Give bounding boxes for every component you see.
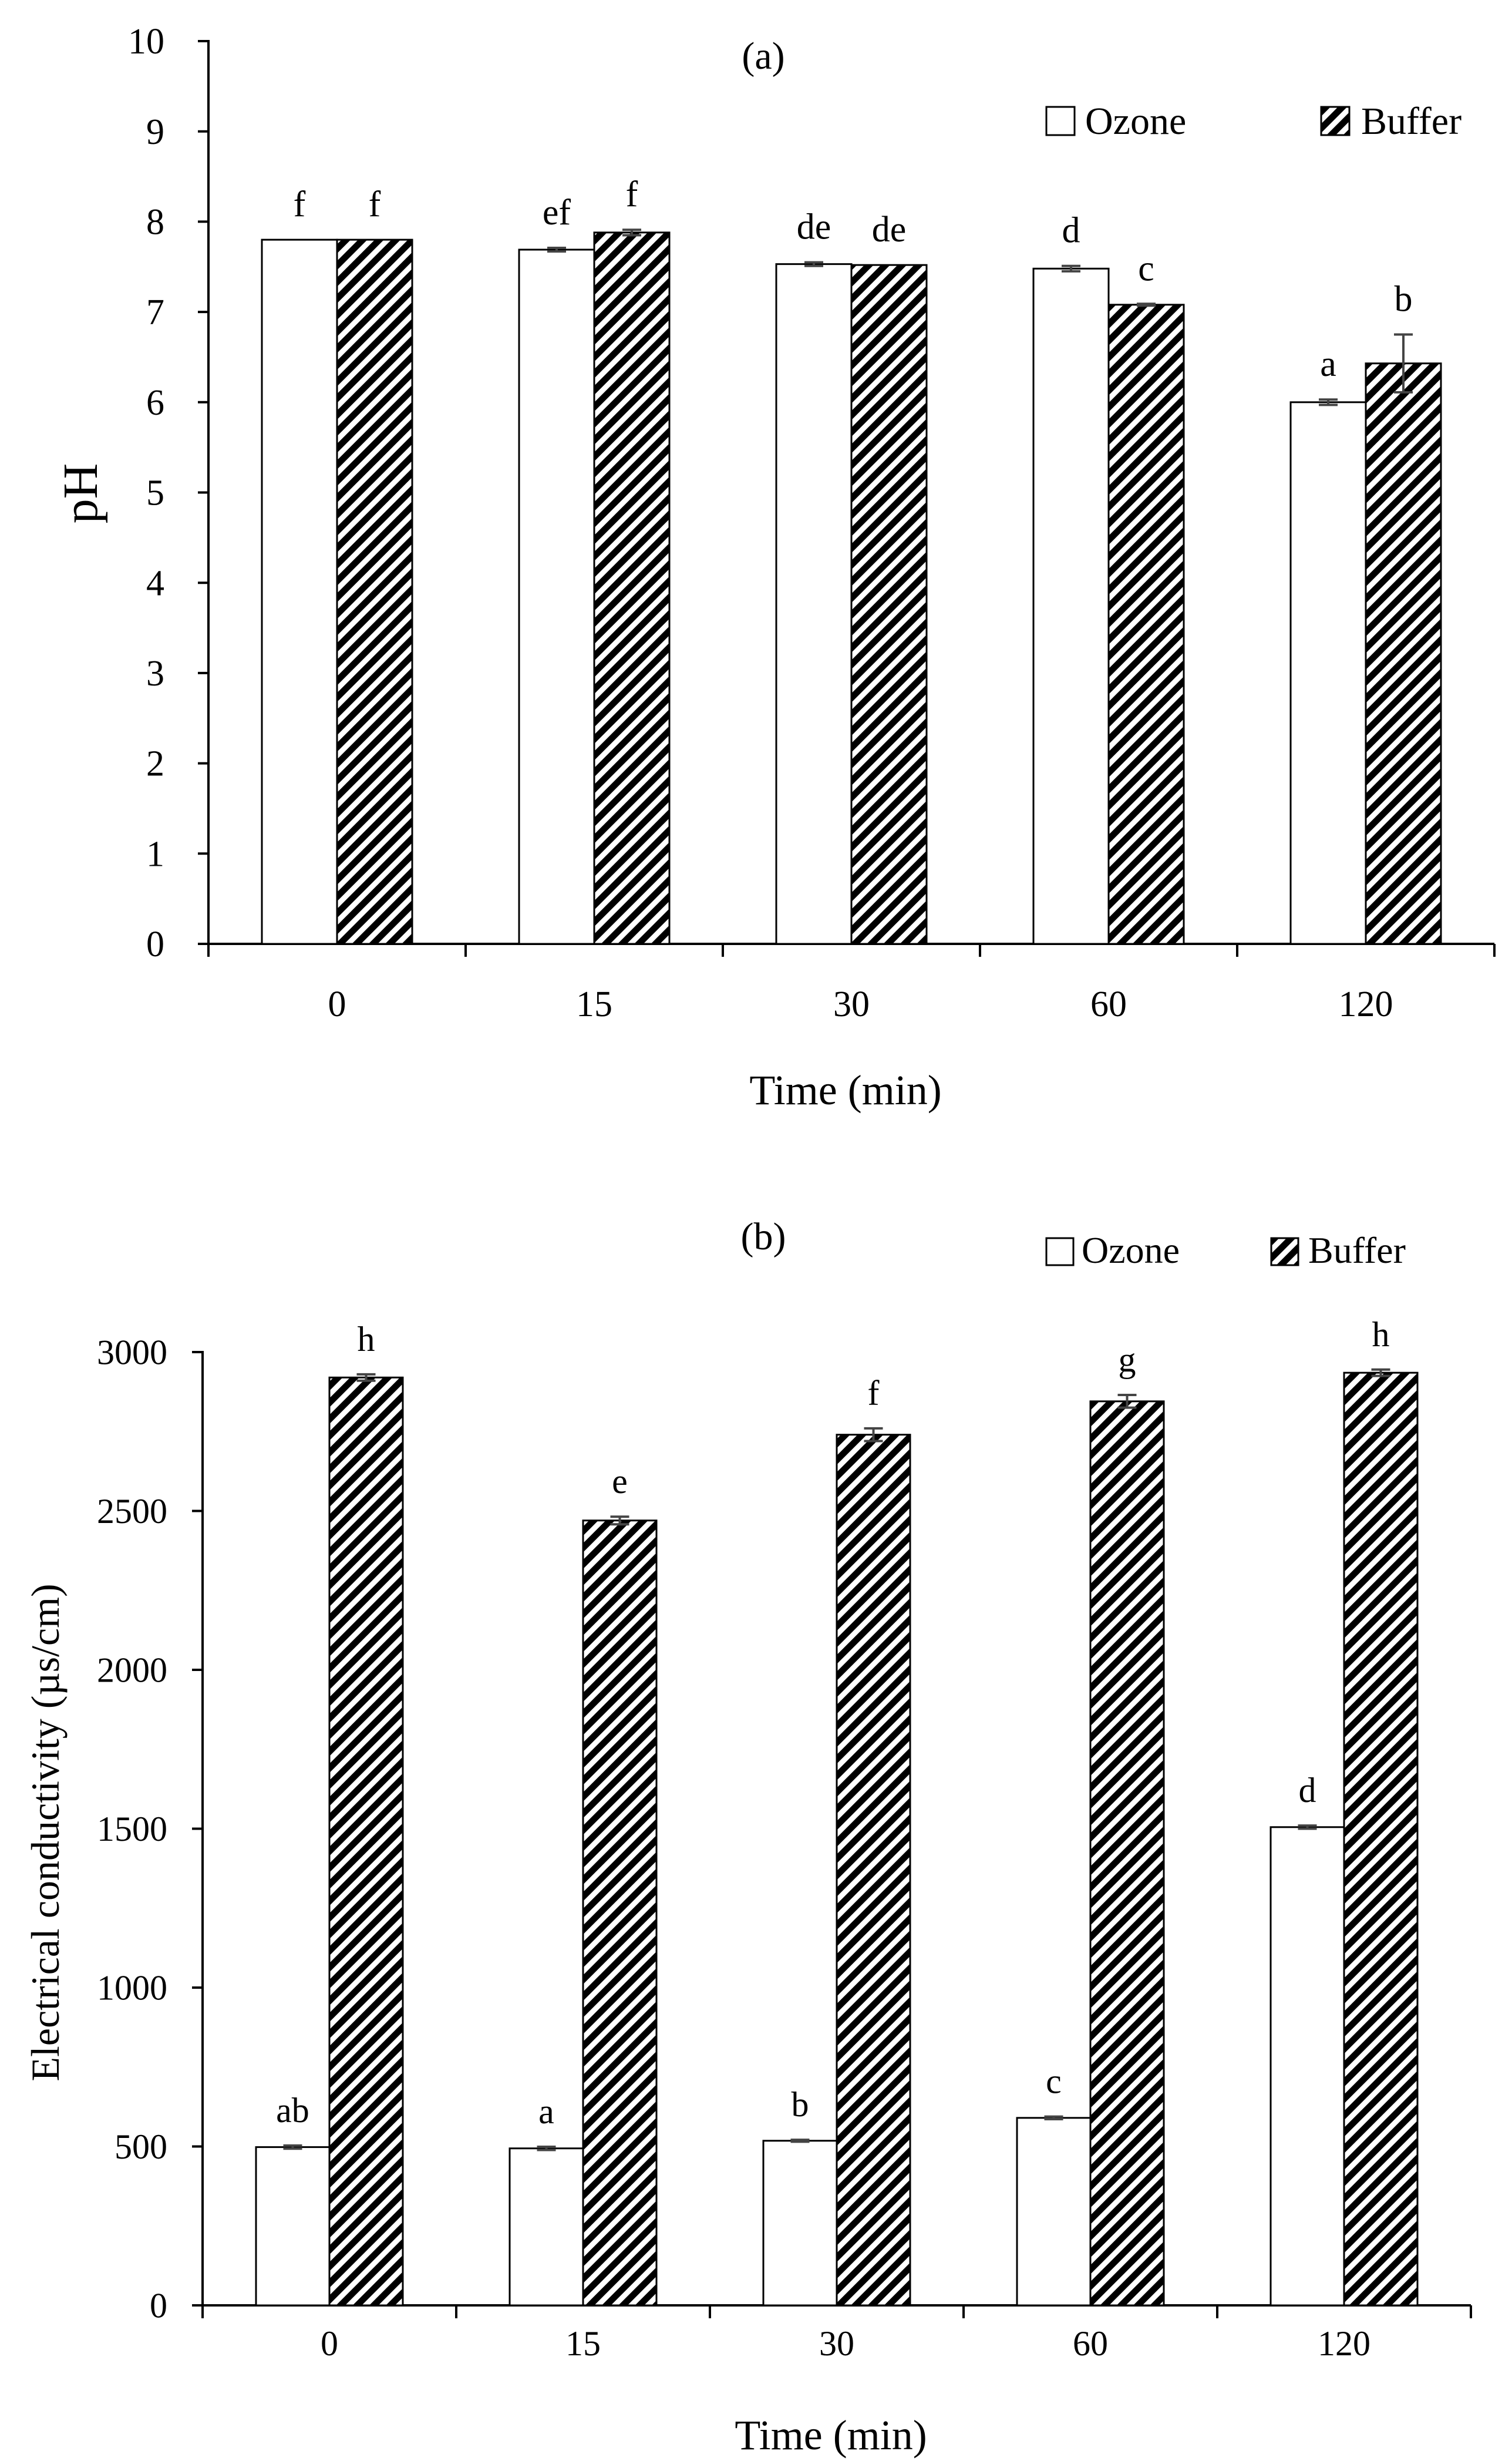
chart-title: (b): [741, 1215, 786, 1258]
ozone-bar: [762, 2140, 838, 2307]
y-tick-label: 500: [115, 2127, 167, 2166]
significance-label: f: [294, 184, 306, 224]
x-tick-label: 30: [819, 2324, 854, 2363]
buffer-bar: [328, 1376, 404, 2307]
legend-buffer-swatch: [1270, 1237, 1299, 1266]
ozone-bar: [509, 2147, 584, 2307]
legend-ozone-label: Ozone: [1085, 100, 1186, 143]
significance-label: b: [792, 2085, 809, 2124]
x-tick-label: 15: [576, 984, 612, 1024]
significance-label: a: [538, 2092, 554, 2131]
significance-label: d: [1299, 1771, 1316, 1810]
significance-label: de: [797, 207, 831, 247]
x-tick-label: 120: [1339, 984, 1393, 1024]
y-tick-label: 0: [146, 924, 164, 964]
buffer-bar: [1365, 362, 1442, 945]
buffer-bar: [336, 238, 413, 945]
y-tick-label: 2: [146, 744, 164, 784]
legend-buffer-label: Buffer: [1361, 100, 1462, 143]
y-axis-label: pH: [53, 463, 108, 524]
y-tick-label: 1000: [97, 1968, 167, 2007]
y-tick-label: 10: [128, 22, 164, 62]
significance-label: ab: [276, 2091, 309, 2130]
buffer-bar: [1343, 1371, 1419, 2307]
significance-label: h: [1372, 1315, 1390, 1354]
significance-label: de: [872, 210, 907, 250]
significance-label: g: [1119, 1340, 1136, 1379]
ozone-bar: [255, 2146, 331, 2307]
ozone-bar: [1016, 2117, 1092, 2307]
y-tick-label: 6: [146, 383, 164, 423]
legend-ozone-label: Ozone: [1082, 1229, 1180, 1271]
significance-label: b: [1395, 280, 1413, 320]
ozone-bar: [1269, 1826, 1345, 2307]
x-tick-label: 0: [328, 984, 346, 1024]
y-tick-label: 4: [146, 563, 164, 603]
significance-label: e: [612, 1462, 628, 1501]
x-tick-label: 0: [321, 2324, 338, 2363]
buffer-bar: [850, 264, 928, 945]
x-tick-label: 15: [565, 2324, 601, 2363]
buffer-bar: [582, 1519, 658, 2307]
significance-label: ef: [543, 193, 571, 233]
y-tick-label: 9: [146, 112, 164, 152]
x-axis-label: Time (min): [749, 1067, 941, 1114]
ozone-bar: [1032, 267, 1110, 945]
buffer-bar: [593, 231, 671, 945]
y-tick-label: 0: [150, 2286, 167, 2325]
significance-label: c: [1138, 248, 1154, 288]
ozone-bar: [518, 248, 595, 945]
x-tick-label: 120: [1318, 2324, 1370, 2363]
y-tick-label: 8: [146, 202, 164, 242]
x-tick-label: 60: [1073, 2324, 1108, 2363]
chart-a: 0 1 2 3 4 5 6 7 8 9 10 0 f f 15 ef f 30 de de 60 d c 120 a b (a) Ti…: [53, 22, 1496, 1114]
y-tick-label: 1: [146, 834, 164, 874]
buffer-bar: [836, 1434, 911, 2307]
significance-label: f: [369, 184, 381, 224]
y-tick-label: 2500: [97, 1492, 167, 1531]
significance-label: h: [358, 1320, 375, 1359]
legend-buffer-label: Buffer: [1308, 1229, 1406, 1271]
significance-label: a: [1320, 344, 1336, 384]
y-tick-label: 5: [146, 473, 164, 513]
y-tick-label: 3: [146, 654, 164, 694]
y-axis-label: Electrical conductivity (µs/cm): [23, 1583, 68, 2081]
significance-label: d: [1062, 211, 1080, 251]
legend-ozone-swatch: [1045, 106, 1076, 136]
significance-label: f: [626, 174, 638, 214]
chart-title: (a): [742, 35, 784, 78]
y-tick-label: 1500: [97, 1810, 167, 1848]
x-tick-label: 30: [833, 984, 870, 1024]
chart-b: 0 500 1000 1500 2000 2500 3000 0 ab h 15 a e 30 b f 60 c g…: [23, 1215, 1472, 2459]
legend-buffer-swatch: [1320, 106, 1351, 136]
ozone-bar: [1289, 401, 1367, 945]
ozone-bar: [261, 238, 338, 945]
x-tick-label: 60: [1090, 984, 1127, 1024]
y-tick-label: 7: [146, 293, 164, 332]
significance-label: f: [868, 1374, 880, 1413]
buffer-bar: [1089, 1400, 1165, 2307]
x-axis-label: Time (min): [735, 2412, 927, 2459]
y-tick-label: 3000: [97, 1333, 167, 1371]
significance-label: c: [1046, 2062, 1062, 2101]
legend-ozone-swatch: [1045, 1237, 1075, 1266]
y-tick-label: 2000: [97, 1650, 167, 1689]
buffer-bar: [1107, 304, 1185, 945]
ozone-bar: [775, 263, 853, 945]
